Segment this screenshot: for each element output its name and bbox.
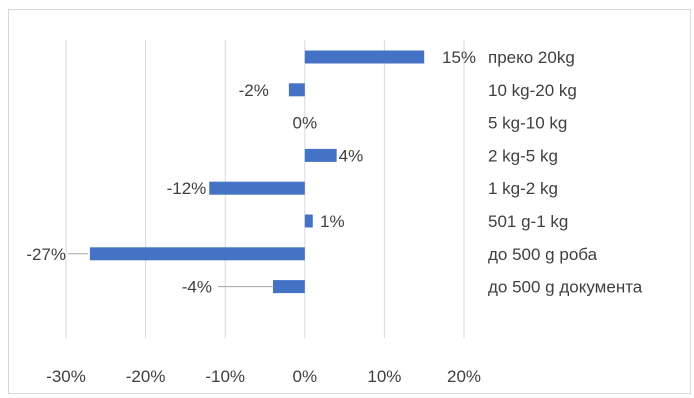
bar xyxy=(304,214,313,228)
x-tick-label: -20% xyxy=(126,367,166,386)
bars xyxy=(89,50,425,294)
x-tick-label: 20% xyxy=(447,367,481,386)
data-label: 4% xyxy=(339,146,364,165)
data-label: 1% xyxy=(320,212,345,231)
category-labels: преко 20kg 10 kg-20 kg 5 kg-10 kg 2 kg-5 kg… xyxy=(488,48,643,297)
category-label: до 500 g роба xyxy=(488,245,598,264)
bar xyxy=(304,50,425,64)
x-tick-label: 10% xyxy=(367,367,401,386)
data-label: -2% xyxy=(239,81,269,100)
category-label: 2 kg-5 kg xyxy=(488,146,558,165)
data-label: -27% xyxy=(26,245,66,264)
data-labels: 15% -2% 0% 4% -12% 1% -27% -4% xyxy=(26,48,476,297)
category-label: 1 kg-2 kg xyxy=(488,179,558,198)
bar xyxy=(304,148,337,162)
x-tick-label: -30% xyxy=(46,367,86,386)
x-axis-tick-labels: -30% -20% -10% 0% 10% 20% xyxy=(46,367,481,386)
category-label: 10 kg-20 kg xyxy=(488,81,577,100)
x-tick-label: -10% xyxy=(205,367,245,386)
category-label: 501 g-1 kg xyxy=(488,212,568,231)
leader-lines xyxy=(68,253,274,288)
bar xyxy=(209,181,305,195)
x-tick-label: 0% xyxy=(293,367,318,386)
gridlines xyxy=(65,40,465,338)
category-label: преко 20kg xyxy=(488,48,575,67)
data-label: 0% xyxy=(293,114,318,133)
category-label: 5 kg-10 kg xyxy=(488,114,567,133)
bar xyxy=(288,83,305,97)
bar xyxy=(272,280,305,294)
data-label: 15% xyxy=(442,48,476,67)
bar xyxy=(89,247,305,261)
chart-area xyxy=(8,9,691,394)
data-label: -4% xyxy=(182,278,212,297)
data-label: -12% xyxy=(167,179,207,198)
category-label: до 500 g документа xyxy=(488,278,643,297)
